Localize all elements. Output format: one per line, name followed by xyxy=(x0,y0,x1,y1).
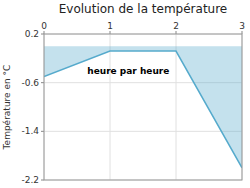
y-axis-label: Température en °C xyxy=(2,65,12,151)
y-tick-label: -1.4 xyxy=(21,126,39,136)
data-group xyxy=(44,46,242,168)
x-tick-label: 2 xyxy=(173,21,179,31)
plot-background xyxy=(44,34,242,180)
x-tick-label: 1 xyxy=(107,21,113,31)
x-grid-line xyxy=(110,34,111,180)
y-tick-label: 0.2 xyxy=(25,29,39,39)
chart-container: 0.2 -0.6 -1.4 -2.2 0 1 2 3 Evolution de la tempé… xyxy=(0,0,250,188)
x-tick-label: 0 xyxy=(41,21,47,31)
y-grid-line xyxy=(44,131,242,132)
grid xyxy=(44,34,242,180)
annotation: heure par heure xyxy=(87,66,169,76)
area-fill xyxy=(44,46,242,168)
chart-svg: 0.2 -0.6 -1.4 -2.2 0 1 2 3 Evolution de la tempé… xyxy=(0,0,250,188)
plot-frame xyxy=(44,34,242,180)
y-tick-label: -2.2 xyxy=(21,175,39,185)
line xyxy=(44,51,242,168)
x-tick-label: 3 xyxy=(239,21,245,31)
y-tick-label: -0.6 xyxy=(21,78,39,88)
x-grid-line xyxy=(176,34,177,180)
title: Evolution de la température xyxy=(59,2,228,16)
